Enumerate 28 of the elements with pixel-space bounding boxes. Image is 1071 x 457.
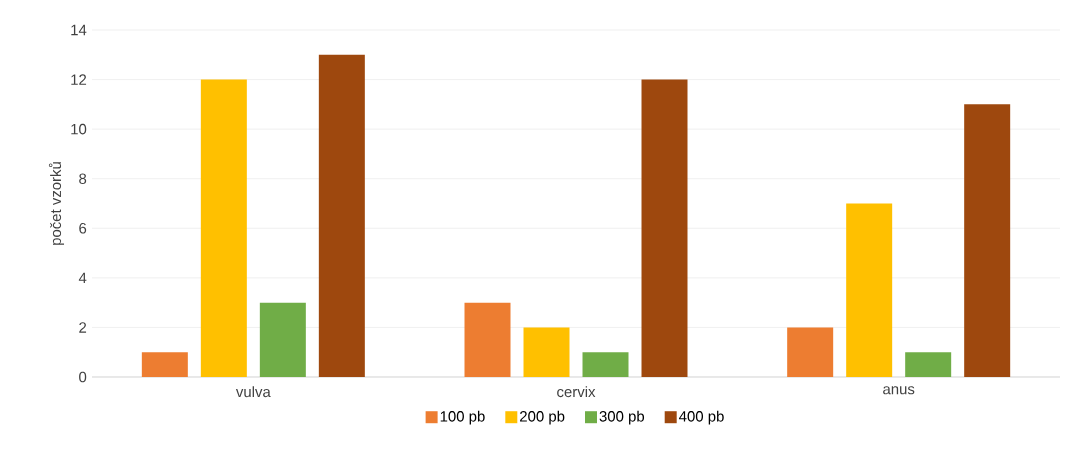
y-tick-label: 12 <box>71 74 87 85</box>
y-tick-label: 0 <box>79 371 87 383</box>
bar <box>523 327 570 377</box>
y-axis-title: počet vzorků <box>48 162 65 245</box>
x-tick-label: cervix <box>557 386 596 398</box>
y-tick-label: 10 <box>71 123 87 135</box>
bar <box>787 327 834 377</box>
bar <box>582 352 629 377</box>
bar <box>464 302 511 377</box>
bar <box>200 79 247 377</box>
bar <box>259 302 306 377</box>
x-tick-label: anus <box>883 386 915 395</box>
y-tick-label: 4 <box>78 272 87 283</box>
bar <box>905 352 952 377</box>
y-tick-label: 2 <box>79 322 87 333</box>
x-tick-label: vulva <box>235 386 271 398</box>
bar <box>641 79 688 377</box>
legend-label: 100 pb <box>440 410 485 425</box>
legend-label: 300 pb <box>599 410 645 425</box>
bar <box>141 352 188 377</box>
y-tick-label: 8 <box>79 173 87 184</box>
bar <box>846 203 893 377</box>
legend-label: 400 pb <box>679 410 724 425</box>
bar <box>318 54 365 377</box>
bar <box>964 104 1011 377</box>
y-tick-label: 6 <box>79 222 87 234</box>
legend-label: 200 pb <box>520 410 565 425</box>
y-tick-label: 14 <box>71 24 87 36</box>
